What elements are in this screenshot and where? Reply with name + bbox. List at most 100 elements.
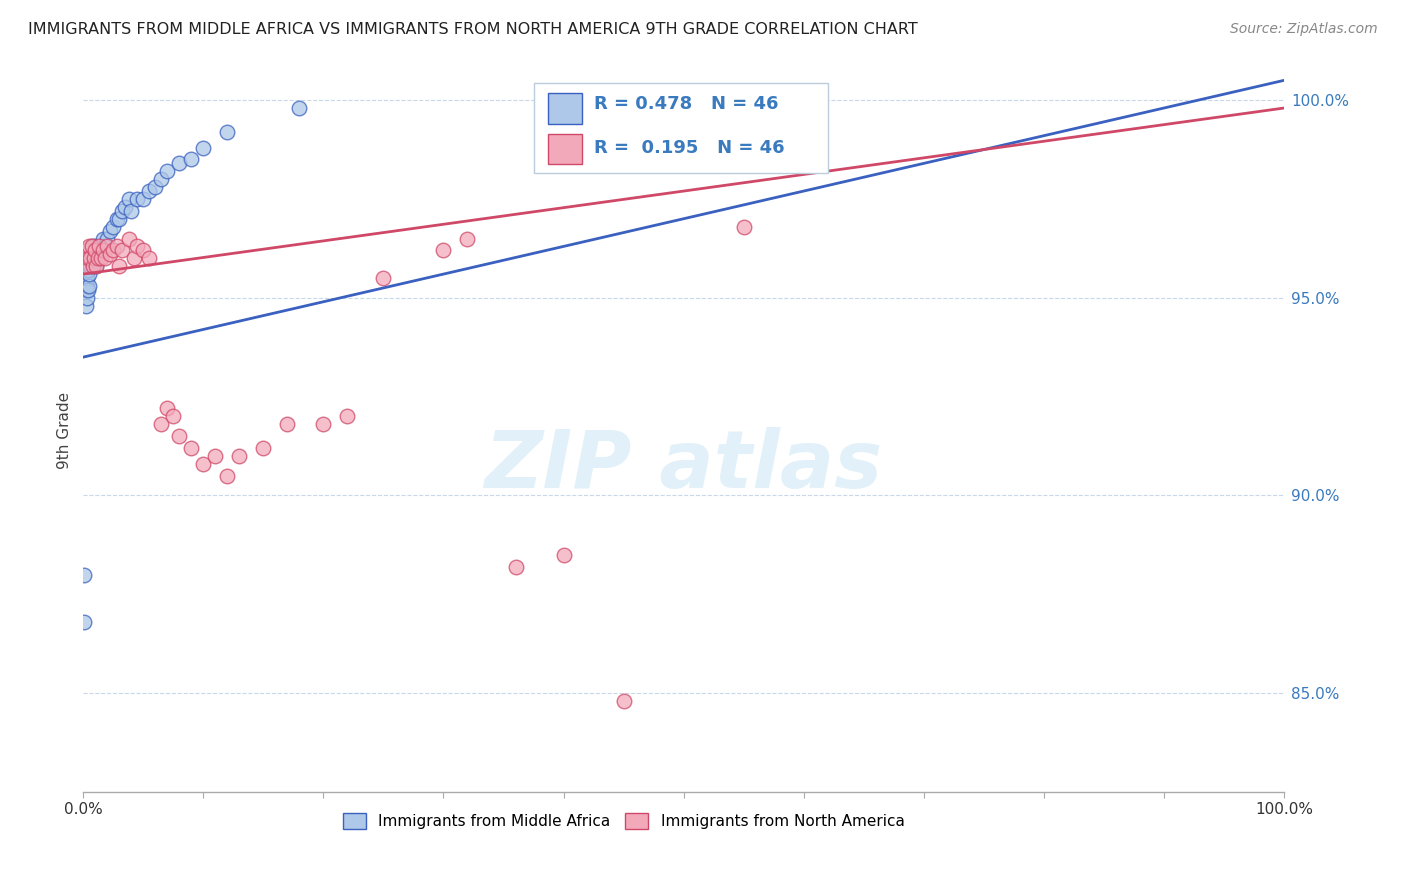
Point [132, 244, 155, 258]
Point [169, 429, 191, 443]
Text: IMMIGRANTS FROM MIDDLE AFRICA VS IMMIGRANTS FROM NORTH AMERICA 9TH GRADE CORRELA: IMMIGRANTS FROM MIDDLE AFRICA VS IMMIGRA… [28, 22, 918, 37]
Point [288, 101, 311, 115]
Point [105, 239, 128, 253]
Point [76, 259, 98, 273]
Point [505, 559, 527, 574]
Point [122, 252, 145, 266]
Point [96, 239, 118, 253]
Point [84, 239, 107, 253]
Point [80, 239, 103, 253]
Point [76, 291, 98, 305]
Point [82, 259, 104, 273]
Point [75, 283, 97, 297]
Point [553, 548, 575, 562]
Point [105, 211, 128, 226]
Point [108, 259, 131, 273]
Point [86, 259, 108, 273]
Point [86, 252, 108, 266]
Point [180, 153, 202, 167]
FancyBboxPatch shape [533, 83, 828, 173]
Point [111, 244, 134, 258]
Point [252, 441, 274, 455]
Point [76, 244, 98, 258]
Point [87, 239, 110, 253]
Point [180, 441, 202, 455]
Point [73, 615, 96, 629]
Point [84, 244, 107, 258]
Point [98, 224, 121, 238]
Text: Source: ZipAtlas.com: Source: ZipAtlas.com [1230, 22, 1378, 37]
Point [118, 231, 141, 245]
Point [156, 164, 179, 178]
Text: R =  0.195   N = 46: R = 0.195 N = 46 [593, 139, 785, 157]
Point [75, 259, 97, 273]
Point [79, 279, 101, 293]
Bar [548, 134, 582, 164]
Point [111, 203, 134, 218]
Point [80, 239, 103, 253]
Point [336, 409, 359, 424]
Point [83, 252, 105, 266]
Point [87, 239, 110, 253]
Text: ZIP atlas: ZIP atlas [485, 427, 883, 506]
Point [156, 401, 179, 416]
Point [80, 247, 103, 261]
Point [612, 694, 634, 708]
Point [120, 203, 142, 218]
Point [162, 409, 184, 424]
Point [77, 252, 100, 266]
Point [204, 449, 226, 463]
Point [103, 219, 125, 234]
Point [76, 279, 98, 293]
Point [79, 259, 101, 273]
Legend: Immigrants from Middle Africa, Immigrants from North America: Immigrants from Middle Africa, Immigrant… [336, 806, 911, 835]
Point [169, 156, 191, 170]
Point [76, 271, 98, 285]
Point [79, 252, 101, 266]
Point [217, 468, 239, 483]
Point [77, 263, 100, 277]
Point [79, 252, 101, 266]
Point [83, 244, 105, 258]
Point [373, 271, 395, 285]
Point [90, 244, 112, 258]
Point [79, 239, 101, 253]
Point [127, 192, 149, 206]
Point [86, 247, 108, 261]
Point [228, 449, 250, 463]
Y-axis label: 9th Grade: 9th Grade [58, 392, 72, 469]
Point [75, 299, 97, 313]
Point [75, 267, 97, 281]
Point [456, 231, 478, 245]
Point [82, 259, 104, 273]
Bar [548, 94, 582, 124]
Point [132, 192, 155, 206]
Point [73, 567, 96, 582]
Point [114, 200, 136, 214]
Point [276, 417, 298, 432]
Point [217, 125, 239, 139]
Point [79, 267, 101, 281]
Point [193, 140, 215, 154]
Point [312, 417, 335, 432]
Point [103, 244, 125, 258]
Point [94, 252, 117, 266]
Point [193, 457, 215, 471]
Point [150, 417, 173, 432]
Point [138, 252, 160, 266]
Point [86, 259, 108, 273]
Point [138, 184, 160, 198]
Text: R = 0.478   N = 46: R = 0.478 N = 46 [593, 95, 778, 112]
Point [94, 239, 117, 253]
Point [90, 252, 112, 266]
Point [108, 211, 131, 226]
Point [127, 239, 149, 253]
Point [91, 244, 114, 258]
Point [96, 231, 118, 245]
Point [98, 247, 121, 261]
Point [150, 172, 173, 186]
Point [733, 219, 755, 234]
Point [118, 192, 141, 206]
Point [432, 244, 454, 258]
Point [77, 283, 100, 297]
